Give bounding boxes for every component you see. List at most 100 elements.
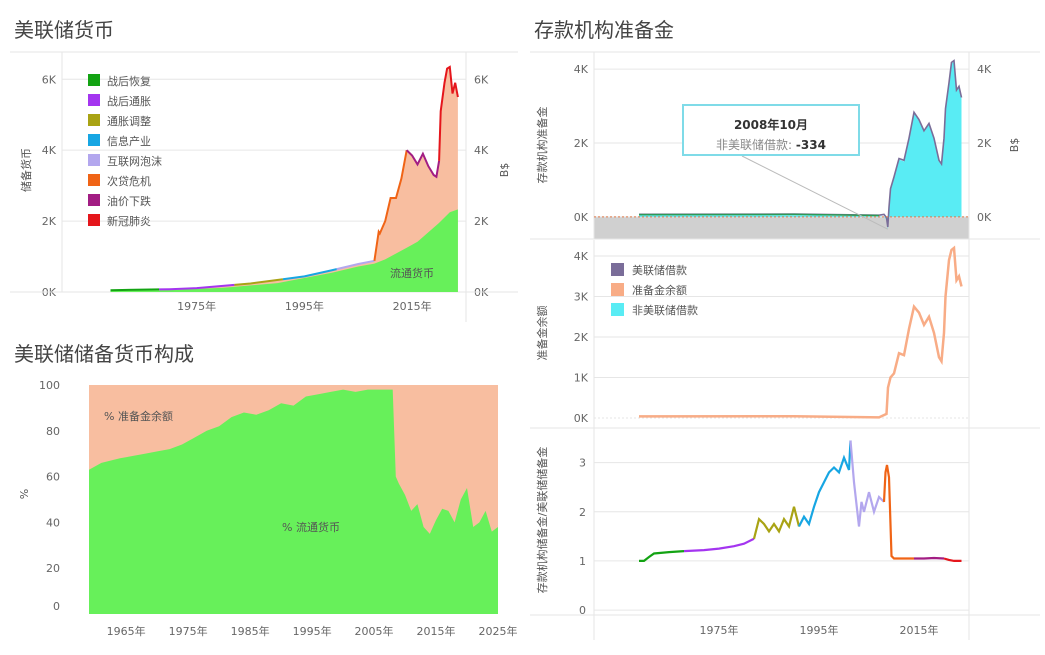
legend-label: 次贷危机 — [107, 174, 151, 188]
y-axis-title: 准备金余额 — [535, 306, 549, 361]
legend-swatch — [88, 194, 100, 206]
y-tick-label: 100 — [39, 379, 60, 392]
x-tick-label: 1995年 — [800, 623, 839, 637]
early-line — [638, 213, 880, 217]
y-tick-label: 40 — [46, 516, 60, 529]
x-tick-label: 2005年 — [355, 624, 394, 638]
series-line-次贷危机 — [373, 150, 408, 261]
x-tick-label: 1995年 — [293, 624, 332, 638]
title-monetary-base: 美联储货币 — [14, 18, 114, 42]
area-label-reserve: % 准备金余额 — [104, 409, 173, 423]
legend-label: 油价下跌 — [107, 194, 151, 208]
title-reserves: 存款机构准备金 — [534, 18, 674, 42]
legend-label: 准备金余额 — [632, 283, 687, 297]
y-axis-title: 存款机构准备金 — [535, 107, 549, 184]
tooltip-pointer — [741, 155, 888, 230]
y-tick-label: 2K — [574, 137, 589, 150]
legend-label: 互联网泡沫 — [107, 154, 162, 168]
legend-label: 通胀调整 — [107, 114, 151, 128]
legend-swatch — [611, 283, 624, 296]
legend-swatch — [88, 74, 100, 86]
area-label-currency: 流通货币 — [390, 266, 434, 280]
x-tick-label: 2015年 — [900, 623, 939, 637]
x-tick-label: 2025年 — [479, 624, 518, 638]
legend-swatch — [611, 303, 624, 316]
x-tick-label: 1985年 — [231, 624, 270, 638]
legend-label: 战后恢复 — [107, 74, 151, 88]
tooltip-date: 2008年10月 — [733, 118, 809, 132]
legend-swatch — [88, 214, 100, 226]
y-tick-label: 1K — [574, 372, 589, 385]
series-line-战后通胀 — [158, 283, 235, 291]
y-axis-title: 储备货币 — [19, 148, 33, 192]
series-line-战后恢复 — [110, 288, 160, 292]
currency-area — [110, 209, 458, 292]
y-axis-title: % — [18, 489, 31, 499]
ratio-line-战后恢复 — [639, 550, 685, 563]
y-tick-label: 0K — [574, 412, 589, 425]
series-line-新冠肺炎 — [438, 65, 459, 161]
y-tick-label: 0 — [579, 604, 586, 617]
y-tick-label-right: 4K — [474, 144, 489, 157]
y-tick-label: 2K — [42, 215, 57, 228]
tooltip-text: 非美联储借款: -334 — [684, 136, 858, 153]
y-tick-label: 2 — [579, 506, 586, 519]
y-tick-label-right: 6K — [474, 73, 489, 86]
negative-band — [594, 216, 969, 239]
ratio-line-油价下跌 — [914, 556, 945, 560]
y-tick-label-right: 4K — [977, 63, 992, 76]
x-tick-label: 1995年 — [285, 299, 324, 313]
y-axis-title-right: B$ — [498, 163, 511, 178]
series-line-信息产业 — [282, 268, 337, 281]
currency-share-area — [89, 389, 498, 614]
y-axis-title: 存款机构储备金/美联储储备金 — [535, 447, 549, 594]
y-tick-label: 3 — [579, 457, 586, 470]
nonborrowed-area — [639, 61, 962, 230]
area-label-currency: % 流通货币 — [282, 520, 340, 534]
x-tick-label: 1975年 — [169, 624, 208, 638]
reserve-balance-line — [638, 245, 963, 419]
y-tick-label-right: 0K — [977, 211, 992, 224]
y-tick-label: 20 — [46, 562, 60, 575]
ratio-line-通胀调整 — [752, 506, 801, 540]
ratio-line-新冠肺炎 — [943, 557, 962, 563]
ratio-line-次贷危机 — [882, 464, 914, 560]
y-tick-label-right: 2K — [977, 137, 992, 150]
legend-swatch — [88, 174, 100, 186]
series-line-通胀调整 — [234, 278, 284, 286]
legend-label: 信息产业 — [107, 134, 151, 148]
tooltip-value: -334 — [795, 138, 826, 152]
y-tick-label: 80 — [46, 425, 60, 438]
y-tick-label: 4K — [42, 144, 57, 157]
tooltip: 2008年10月 非美联储借款: -334 — [682, 104, 860, 156]
y-tick-label: 2K — [574, 331, 589, 344]
x-tick-label: 2015年 — [393, 299, 432, 313]
legend-swatch — [611, 263, 624, 276]
y-tick-label: 60 — [46, 471, 60, 484]
ratio-line-互联网泡沫 — [849, 440, 885, 527]
reserves-line — [638, 59, 963, 228]
x-tick-label: 1965年 — [107, 624, 146, 638]
tooltip-label: 非美联储借款: — [716, 138, 793, 152]
y-tick-label: 4K — [574, 63, 589, 76]
legend-label: 美联储借款 — [632, 263, 687, 277]
y-tick-label: 1 — [579, 555, 586, 568]
ratio-line-战后通胀 — [683, 537, 755, 553]
y-tick-label-right: 2K — [474, 215, 489, 228]
title-composition: 美联储储备货币构成 — [14, 342, 194, 366]
legend-swatch — [88, 94, 100, 106]
legend-label: 战后通胀 — [107, 95, 151, 108]
legend-swatch — [88, 134, 100, 146]
series-line-互联网泡沫 — [336, 259, 375, 271]
y-tick-label: 3K — [574, 291, 589, 304]
ratio-line-信息产业 — [798, 440, 852, 527]
legend-swatch — [88, 154, 100, 166]
y-tick-label: 0 — [53, 600, 60, 613]
x-tick-label: 2015年 — [417, 624, 456, 638]
x-tick-label: 1975年 — [177, 299, 216, 313]
legend-swatch — [88, 114, 100, 126]
y-tick-label: 4K — [574, 250, 589, 263]
y-tick-label: 0K — [574, 211, 589, 224]
series-line-油价下跌 — [405, 149, 441, 179]
